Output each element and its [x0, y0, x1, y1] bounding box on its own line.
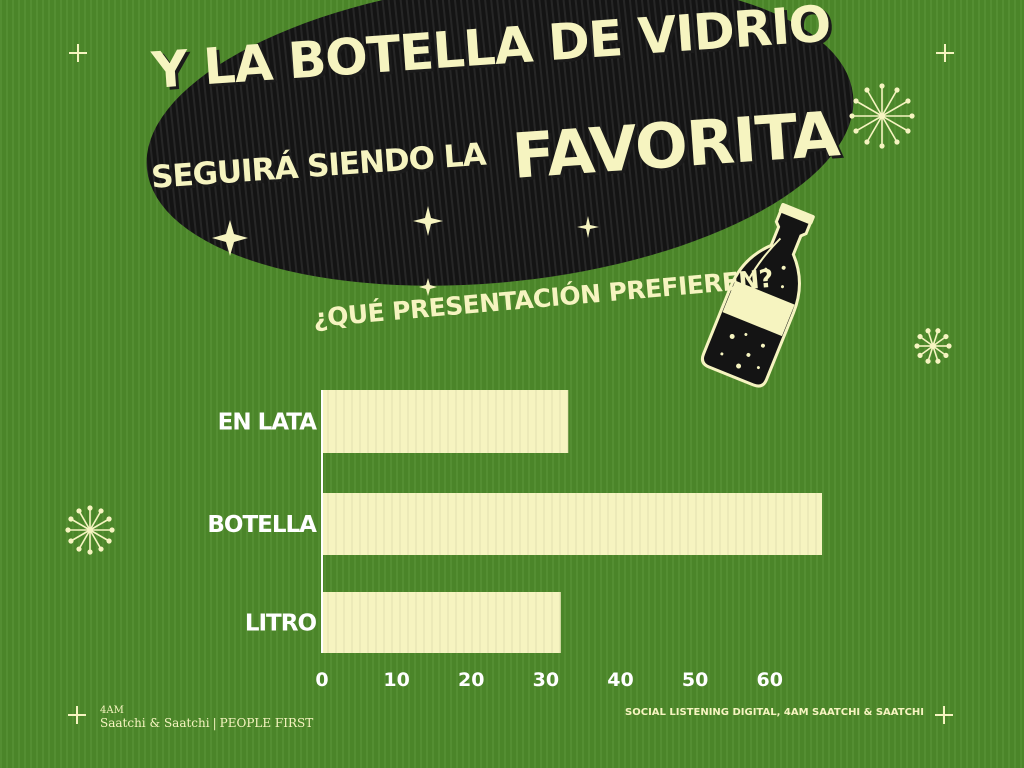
bar-2 — [322, 592, 561, 653]
category-label-1: BOTELLA — [207, 512, 317, 538]
brand-logo-main: Saatchi & Saatchi — [100, 716, 210, 730]
source-credit: SOCIAL LISTENING DIGITAL, 4AM SAATCHI & … — [625, 707, 924, 718]
x-tick-label-0: 0 — [315, 669, 328, 691]
brand-logo: 4AM Saatchi & Saatchi | PEOPLE FIRST — [100, 704, 313, 730]
bars-group — [322, 390, 822, 653]
x-tick-label-6: 60 — [757, 669, 783, 691]
tick-labels: 0 10 20 30 40 50 60 — [315, 669, 783, 691]
star-sparkle-icon — [212, 220, 248, 256]
glass-bottle-icon — [700, 202, 815, 388]
cross-sparkle-icon — [936, 44, 954, 62]
category-labels: EN LATA BOTELLA LITRO — [207, 410, 318, 637]
category-label-2: LITRO — [245, 611, 317, 637]
star-sparkle-icon — [419, 278, 437, 296]
starburst-icon — [65, 505, 115, 555]
bar-1 — [322, 493, 822, 555]
star-sparkle-icon — [413, 206, 443, 236]
starburst-icon — [849, 83, 915, 149]
title-backdrop-ellipse — [146, 0, 854, 286]
brand-logo-separator: | — [212, 716, 217, 730]
cross-sparkle-icon — [68, 706, 86, 724]
starburst-icon — [914, 328, 952, 364]
category-label-0: EN LATA — [218, 410, 318, 436]
x-tick-label-1: 10 — [383, 669, 409, 691]
brand-logo-tagline: PEOPLE FIRST — [219, 716, 314, 730]
cross-sparkle-icon — [935, 706, 953, 724]
x-tick-label-2: 20 — [458, 669, 484, 691]
cross-sparkle-icon — [69, 44, 87, 62]
x-tick-label-3: 30 — [533, 669, 559, 691]
x-tick-label-4: 40 — [607, 669, 633, 691]
brand-logo-top: 4AM — [100, 705, 124, 716]
star-sparkle-icon — [577, 216, 599, 238]
bar-0 — [322, 390, 569, 453]
x-tick-label-5: 50 — [682, 669, 708, 691]
